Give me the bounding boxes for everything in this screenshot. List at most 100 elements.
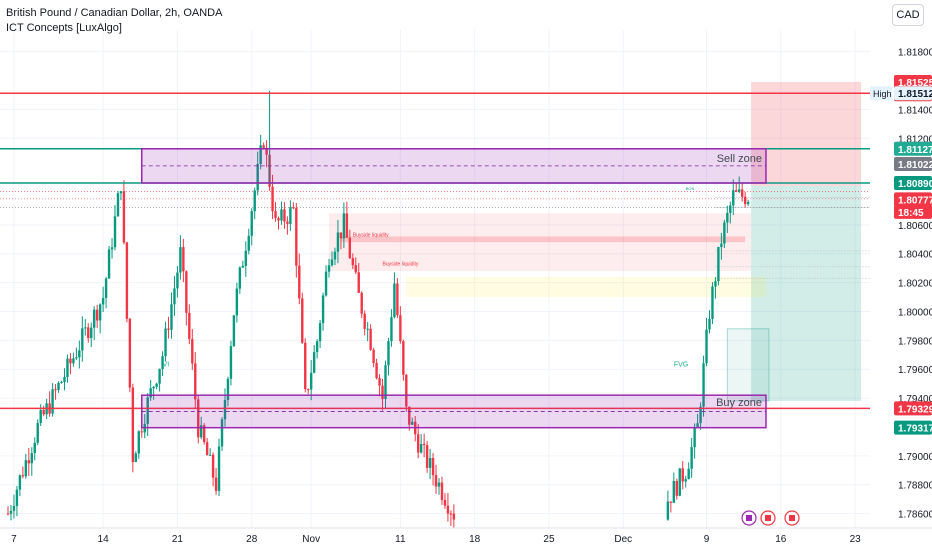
candle-body: [431, 457, 435, 476]
candle-body: [669, 501, 673, 503]
event-icons: [741, 510, 800, 526]
candle-body: [708, 318, 711, 330]
candle-body: [134, 453, 138, 463]
x-tick-label: 14: [98, 534, 110, 545]
candle-body: [223, 400, 227, 420]
candle-body: [265, 147, 268, 155]
candle-body: [205, 442, 209, 456]
candle-body: [9, 510, 13, 514]
candle-body: [384, 365, 387, 400]
candle-body: [342, 213, 346, 239]
price-label: 1.80777: [898, 195, 932, 206]
candle-body: [12, 505, 16, 511]
price-labels: 1.815251.815141.81512High1.811271.810221…: [870, 74, 932, 435]
candle-body: [244, 250, 247, 266]
price-label-box: [894, 176, 932, 191]
candle-body: [78, 350, 81, 358]
y-tick-label: 1.79400: [898, 394, 932, 405]
candle-body: [271, 186, 274, 212]
candle-body: [740, 189, 744, 197]
candle-body: [746, 201, 750, 205]
candle-body: [726, 212, 729, 223]
fvg-box: [726, 328, 770, 402]
event-icon-mark: [789, 515, 795, 521]
candle-body: [259, 145, 262, 164]
candle-body: [437, 482, 441, 487]
candle-body: [357, 272, 360, 293]
event-icon-mark: [765, 515, 771, 521]
y-tick-label: 1.79800: [898, 336, 932, 347]
candle-body: [419, 443, 423, 453]
candle-body: [214, 477, 218, 491]
candle-body: [723, 222, 726, 244]
time-axis: 7 14 21 28 Nov 11 18 25 Dec 9 16 23: [0, 527, 932, 545]
candle-body: [416, 434, 420, 453]
candle-body: [131, 387, 135, 463]
candle-body: [375, 363, 378, 379]
candle-body: [113, 216, 117, 248]
candle-body: [197, 399, 200, 438]
candle-body: [292, 207, 295, 209]
candle-body: [140, 431, 143, 433]
candle-body: [51, 389, 54, 414]
candle-body: [446, 505, 450, 514]
zones: Sell zone Buy zone Buyside liquidity Buysid…: [141, 148, 767, 429]
candle-body: [57, 383, 60, 390]
candle-body: [54, 389, 57, 391]
candle-body: [387, 341, 390, 366]
candle-body: [128, 318, 132, 388]
candle-body: [699, 406, 702, 424]
candle-body: [283, 209, 286, 222]
x-tick-label: 21: [172, 534, 184, 545]
x-tick-label: 16: [775, 534, 787, 545]
x-tick-label: Nov: [302, 534, 320, 545]
candle-body: [304, 342, 307, 390]
candle-body: [155, 383, 158, 387]
candle-body: [116, 193, 120, 217]
candle-body: [122, 191, 126, 243]
annotation-bos: BOS: [686, 186, 695, 191]
candle-body: [256, 163, 259, 191]
candle-body: [333, 251, 337, 260]
candle-body: [687, 468, 690, 480]
take-profit-box: [751, 185, 862, 401]
y-tick-label: 1.80400: [898, 250, 932, 261]
candle-body: [327, 265, 331, 272]
candle-body: [84, 327, 87, 329]
candle-body: [21, 475, 25, 477]
candle-body: [158, 368, 161, 384]
candle-body: [170, 304, 173, 330]
grid: [0, 30, 870, 528]
candle-body: [696, 423, 699, 428]
candle-body: [402, 341, 405, 375]
candle-body: [295, 207, 298, 266]
candle-body: [720, 243, 723, 247]
candle-body: [277, 218, 280, 221]
candle-body: [63, 377, 66, 382]
candle-body: [280, 209, 283, 221]
candle-body: [161, 356, 164, 369]
price-label-box: [894, 204, 932, 219]
candle-body: [182, 247, 185, 272]
candle-body: [714, 281, 717, 287]
indicator-name: ICT Concepts [LuxAlgo]: [6, 22, 122, 34]
candle-body: [250, 211, 253, 236]
candle-body: [202, 425, 206, 443]
candle-body: [217, 446, 221, 491]
candle-body: [226, 378, 230, 401]
candle-body: [176, 272, 179, 289]
fair-value-zone: [406, 276, 766, 298]
candle-body: [309, 372, 313, 390]
candle-body: [422, 443, 426, 446]
candle-body: [18, 475, 22, 490]
currency-button[interactable]: CAD: [892, 4, 924, 26]
candle-body: [318, 323, 322, 342]
candle-body: [396, 283, 399, 316]
candle-body: [393, 283, 396, 318]
liquidity-band: [340, 236, 746, 243]
candle-body: [66, 358, 69, 378]
candle-body: [348, 237, 352, 259]
candle-body: [24, 460, 28, 477]
candle-body: [428, 457, 432, 468]
